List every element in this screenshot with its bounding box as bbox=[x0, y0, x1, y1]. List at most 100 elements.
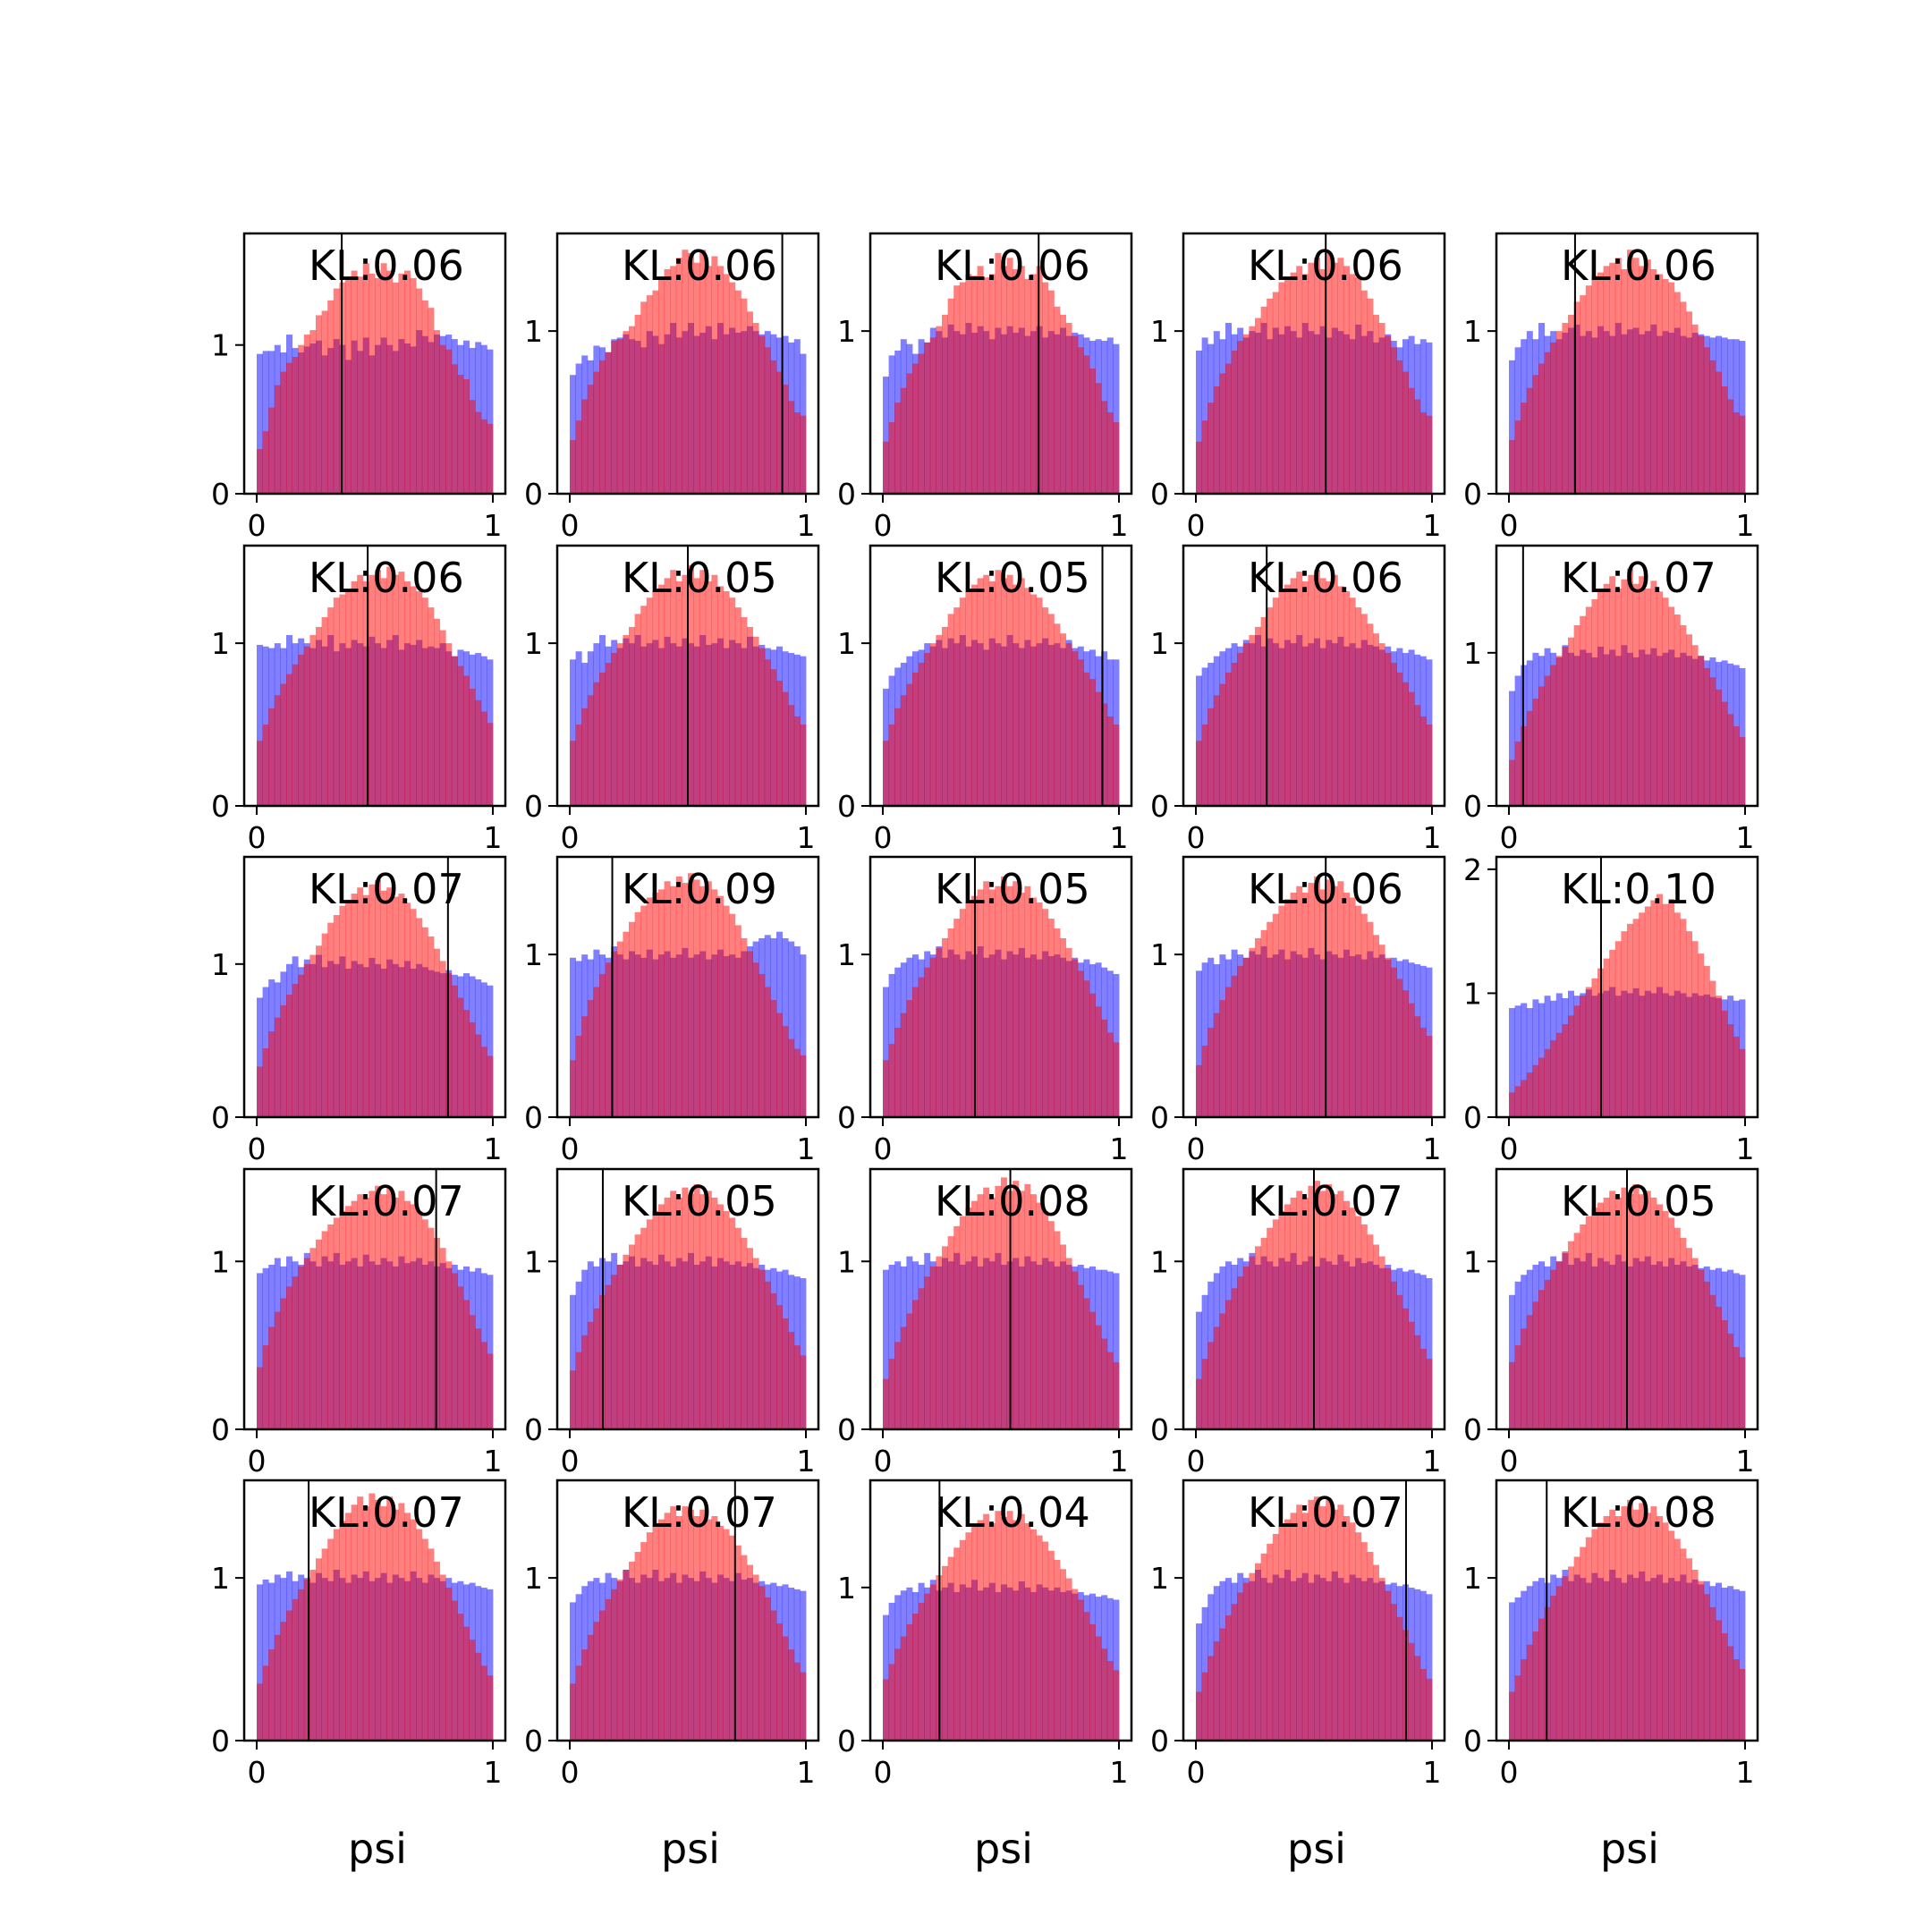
bar-series-b bbox=[410, 277, 417, 494]
bar-series-b bbox=[1101, 401, 1108, 494]
bar-series-b bbox=[1296, 1191, 1303, 1429]
bar-series-a bbox=[888, 1265, 895, 1429]
bar-series-b bbox=[741, 937, 748, 1117]
kl-annotation: KL:0.06 bbox=[1248, 242, 1403, 290]
y-tick-label: 0 bbox=[837, 477, 856, 512]
y-tick-label: 1 bbox=[524, 1244, 543, 1279]
kl-annotation: KL:0.06 bbox=[1248, 865, 1403, 913]
bar-series-b bbox=[1514, 1086, 1521, 1117]
bar-series-b bbox=[428, 1227, 435, 1429]
bar-series-b bbox=[274, 1311, 281, 1429]
bar-series-a bbox=[570, 1294, 576, 1429]
bar-series-b bbox=[375, 1185, 381, 1429]
histogram-panel: 0 1 0 1 KL:0.06 bbox=[211, 232, 507, 543]
bar-series-b bbox=[292, 1598, 299, 1741]
bar-series-b bbox=[1219, 1628, 1226, 1741]
bar-series-b bbox=[1580, 996, 1587, 1117]
bar-series-b bbox=[782, 385, 789, 494]
bar-series-a bbox=[487, 1275, 494, 1429]
bar-series-b bbox=[1521, 1080, 1528, 1117]
bar-series-b bbox=[1308, 1185, 1315, 1429]
y-tick-label: 1 bbox=[1463, 1561, 1482, 1596]
bar-series-b bbox=[1237, 1276, 1244, 1429]
bar-series-a bbox=[1514, 1597, 1521, 1741]
bar-series-b bbox=[1396, 1616, 1403, 1741]
bar-series-b bbox=[316, 1558, 322, 1741]
bar-series-b bbox=[1331, 1194, 1338, 1429]
bar-series-b bbox=[1001, 876, 1007, 1117]
x-tick-label: 0 bbox=[1187, 820, 1206, 855]
bar-series-b bbox=[1060, 314, 1066, 494]
bar-series-b bbox=[351, 1200, 358, 1429]
bar-series-b bbox=[894, 708, 902, 806]
bar-series-a bbox=[1196, 1311, 1202, 1429]
histogram-panel: 0 1 0 1 KL:0.07 bbox=[211, 855, 507, 1166]
bar-series-b bbox=[1201, 420, 1208, 494]
bar-series-b bbox=[800, 1055, 807, 1117]
axes-frame bbox=[242, 544, 507, 808]
kl-annotation: KL:0.06 bbox=[935, 242, 1090, 290]
bar-series-b bbox=[1514, 1345, 1521, 1429]
bar-series-b bbox=[1644, 588, 1651, 806]
y-tick-label: 1 bbox=[1150, 1561, 1169, 1596]
bar-series-b bbox=[480, 1342, 487, 1429]
bar-series-a bbox=[1509, 1008, 1515, 1117]
y-tick-label: 0 bbox=[524, 477, 543, 512]
bar-series-b bbox=[1603, 958, 1610, 1117]
bar-series-b bbox=[262, 1345, 269, 1429]
bar-series-b bbox=[1278, 590, 1285, 806]
bar-series-b bbox=[286, 1610, 292, 1741]
bar-series-b bbox=[262, 431, 269, 494]
bar-series-b bbox=[1213, 695, 1220, 806]
bar-series-b bbox=[1662, 1522, 1669, 1741]
bar-series-b bbox=[906, 1000, 913, 1117]
bar-series-b bbox=[1674, 912, 1681, 1117]
bar-series-b bbox=[570, 1683, 576, 1741]
bar-series-b bbox=[729, 1217, 736, 1429]
bar-series-b bbox=[1047, 1221, 1055, 1429]
bar-series-b bbox=[369, 574, 376, 806]
bar-series-b bbox=[1716, 371, 1722, 494]
bar-series-b bbox=[1095, 383, 1102, 494]
bar-series-b bbox=[1267, 298, 1274, 494]
bar-series-b bbox=[1036, 1535, 1043, 1741]
bar-series-b bbox=[1733, 1347, 1740, 1429]
y-tick-label: 1 bbox=[211, 1244, 230, 1279]
bar-series-b bbox=[1013, 584, 1020, 806]
bar-series-b bbox=[475, 1652, 482, 1741]
histogram-panel: 0 1 0 1 KL:0.05 bbox=[837, 544, 1133, 855]
bar-series-b bbox=[327, 922, 335, 1117]
bar-series-b bbox=[1727, 399, 1734, 494]
bar-series-b bbox=[1419, 1348, 1427, 1429]
bar-series-b bbox=[398, 1191, 405, 1429]
bar-series-b bbox=[333, 1217, 340, 1429]
bar-series-b bbox=[593, 1308, 600, 1429]
bar-series-b bbox=[1349, 1522, 1356, 1741]
bar-series-b bbox=[1326, 1183, 1333, 1429]
bar-series-b bbox=[1603, 1516, 1610, 1741]
bar-series-b bbox=[752, 1574, 759, 1741]
bar-series-b bbox=[611, 1589, 618, 1741]
bar-series-b bbox=[416, 590, 423, 806]
bar-series-b bbox=[587, 695, 594, 806]
bar-series-b bbox=[717, 266, 724, 494]
bar-series-b bbox=[1196, 1378, 1202, 1429]
x-tick-label: 1 bbox=[1736, 1131, 1755, 1166]
x-tick-label: 0 bbox=[874, 1444, 893, 1479]
bar-series-b bbox=[404, 581, 411, 806]
bar-series-a bbox=[1106, 1271, 1114, 1429]
bar-series-b bbox=[309, 635, 317, 806]
bar-series-b bbox=[1414, 1016, 1421, 1117]
bar-series-b bbox=[570, 1370, 576, 1429]
bar-series-b bbox=[1201, 1045, 1208, 1117]
bar-series-b bbox=[298, 974, 305, 1117]
bar-series-b bbox=[605, 1598, 612, 1741]
bar-series-b bbox=[605, 1284, 612, 1429]
x-tick-label: 0 bbox=[1500, 1131, 1519, 1166]
bar-series-b bbox=[362, 894, 369, 1117]
bar-series-b bbox=[445, 1261, 453, 1429]
bar-series-b bbox=[1319, 1506, 1326, 1741]
bar-series-b bbox=[741, 298, 748, 494]
bar-series-b bbox=[309, 1570, 317, 1741]
y-tick-label: 1 bbox=[1463, 636, 1482, 671]
